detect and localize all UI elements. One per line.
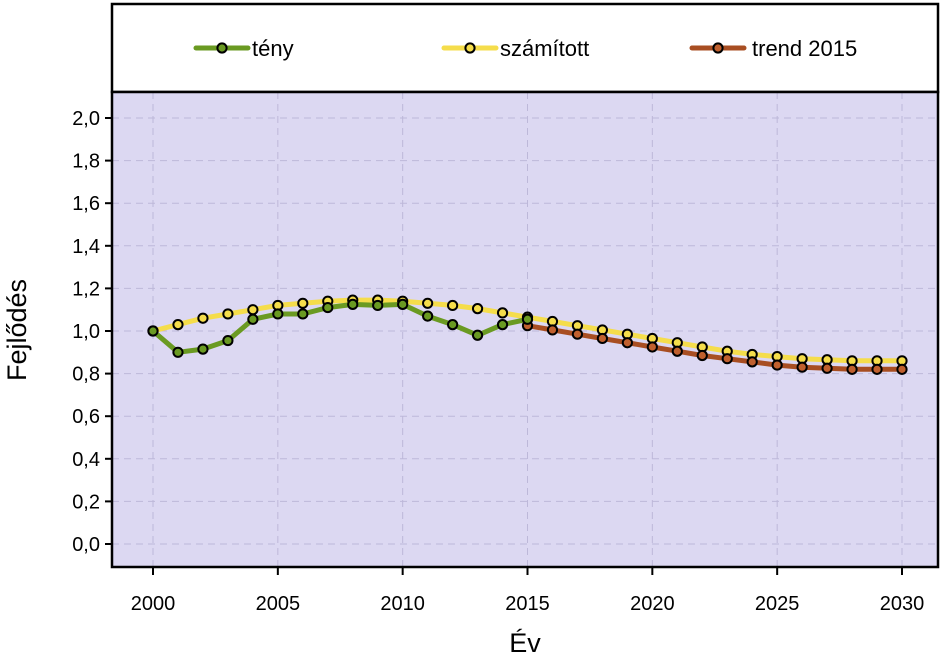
- y-tick-label: 1,4: [72, 236, 100, 258]
- data-point: [571, 328, 584, 340]
- data-point: [546, 324, 559, 336]
- data-point: [771, 359, 783, 371]
- data-point: [471, 329, 484, 341]
- data-point: [721, 353, 733, 365]
- data-point: [147, 325, 159, 337]
- data-point: [496, 307, 509, 319]
- data-point: [846, 363, 858, 375]
- y-tick-label: 1,0: [72, 321, 100, 343]
- y-tick-label: 0,0: [72, 534, 100, 556]
- x-tick-label: 2000: [131, 593, 176, 615]
- data-point: [372, 299, 384, 312]
- series-line: [150, 301, 530, 355]
- legend-marker: [216, 42, 228, 54]
- x-axis-title: Év: [509, 628, 541, 658]
- data-point: [471, 303, 484, 315]
- data-point: [496, 319, 509, 331]
- data-point: [172, 346, 184, 358]
- y-tick-label: 2,0: [72, 108, 100, 130]
- series: [147, 294, 908, 375]
- data-point: [197, 343, 209, 355]
- data-point: [896, 363, 908, 375]
- y-tick-label: 1,2: [72, 278, 100, 300]
- data-point: [247, 313, 259, 325]
- plot-border: [110, 90, 940, 569]
- data-point: [272, 308, 284, 320]
- y-tick-label: 1,8: [72, 151, 100, 173]
- grid: [112, 92, 938, 567]
- series-line: [525, 323, 905, 372]
- y-tick-label: 0,2: [72, 491, 100, 513]
- y-tick-label: 1,6: [72, 193, 100, 215]
- data-point: [297, 297, 309, 309]
- data-point: [796, 361, 808, 373]
- data-point: [746, 356, 758, 368]
- y-tick-label: 0,8: [72, 364, 100, 386]
- data-point: [447, 299, 459, 312]
- data-point: [222, 308, 234, 320]
- legend-label: trend 2015: [752, 36, 857, 61]
- x-tick-label: 2005: [256, 593, 301, 615]
- data-point: [347, 298, 359, 310]
- data-point: [621, 337, 633, 349]
- legend-item: számított: [441, 36, 589, 61]
- data-point: [696, 349, 708, 362]
- y-tick-label: 0,4: [72, 449, 100, 471]
- legend-label: számított: [500, 36, 589, 61]
- legend: tény számított trend 2015: [193, 36, 857, 61]
- x-tick-label: 2025: [755, 593, 800, 615]
- data-point: [322, 301, 334, 314]
- series-trend-2015: [521, 320, 908, 375]
- x-tick-label: 2015: [505, 593, 550, 615]
- y-axis-title: Fejlődés: [2, 279, 32, 381]
- x-tick-label: 2020: [630, 593, 675, 615]
- x-axis: 2000 2005 2010 2015 2020 2025 2030: [131, 567, 925, 615]
- data-point: [172, 319, 184, 331]
- data-point: [871, 363, 883, 375]
- data-point: [521, 313, 534, 325]
- legend-label: tény: [252, 36, 294, 61]
- data-point: [397, 298, 409, 310]
- data-point: [671, 345, 683, 357]
- data-point: [297, 308, 309, 320]
- data-point: [247, 304, 259, 316]
- data-point: [646, 341, 658, 353]
- data-point: [422, 310, 434, 322]
- data-point: [821, 362, 833, 374]
- data-point: [197, 312, 209, 324]
- legend-marker: [464, 42, 476, 54]
- legend-item: trend 2015: [689, 36, 857, 61]
- x-tick-label: 2030: [880, 593, 925, 615]
- x-tick-label: 2010: [380, 593, 425, 615]
- data-point: [596, 332, 609, 345]
- legend-item: tény: [193, 36, 294, 61]
- data-point: [422, 297, 434, 309]
- data-point: [447, 319, 459, 331]
- legend-marker: [712, 42, 724, 54]
- data-point: [222, 334, 234, 347]
- y-axis: 0,0 0,2 0,4 0,6 0,8 1,0 1,2 1,4 1,6 1,8 2,0: [72, 108, 112, 556]
- y-tick-label: 0,6: [72, 406, 100, 428]
- series-t-ny: [147, 298, 534, 358]
